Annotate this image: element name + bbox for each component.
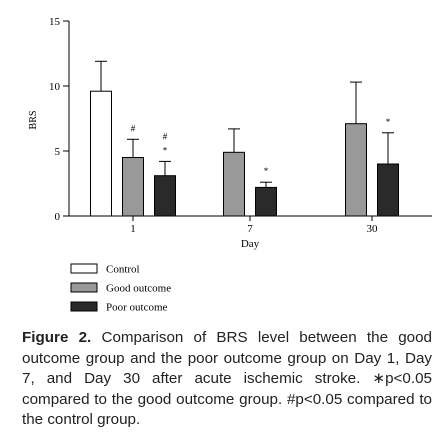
bar [90, 90, 112, 217]
significance-marker: * [163, 145, 168, 155]
legend-swatch [70, 282, 98, 293]
chart-bars [90, 60, 399, 217]
y-tick-label: 15 [49, 16, 61, 28]
y-axis-label: BRS [28, 111, 39, 130]
x-axis-label: Day [241, 238, 260, 250]
legend-label: Control [106, 264, 140, 276]
legend-swatch [70, 263, 98, 274]
bar [255, 186, 277, 217]
x-tick-label: 30 [367, 223, 379, 235]
significance-marker: * [386, 117, 391, 127]
y-tick-label: 0 [55, 211, 61, 223]
significance-marker: * [264, 166, 269, 176]
bar-chart: 0 5 10 15 BRS 1 7 30 Day # # * * * Control Good outco… [28, 16, 432, 314]
y-tick-label: 10 [49, 81, 61, 93]
significance-marker: # [163, 131, 168, 141]
bar [122, 157, 144, 217]
bar [345, 123, 367, 217]
caption-label: Figure 2. [22, 329, 92, 346]
chart-axes: 0 5 10 15 BRS 1 7 30 Day [28, 16, 432, 250]
caption-text: Comparison of BRS level between the good… [22, 329, 432, 428]
legend-label: Poor outcome [106, 302, 168, 314]
x-tick-label: 7 [247, 223, 253, 235]
bar [377, 163, 399, 217]
x-tick-label: 1 [130, 223, 136, 235]
significance-marker: # [131, 123, 136, 133]
bar [154, 175, 176, 217]
legend-label: Good outcome [106, 283, 171, 295]
chart-legend: Control Good outcome Poor outcome [70, 263, 171, 314]
significance-markers: # # * * * [131, 117, 391, 176]
y-tick-label: 5 [55, 146, 61, 158]
legend-swatch [70, 301, 98, 312]
bar [223, 151, 245, 217]
figure-caption: Figure 2. Comparison of BRS level betwee… [22, 328, 432, 431]
